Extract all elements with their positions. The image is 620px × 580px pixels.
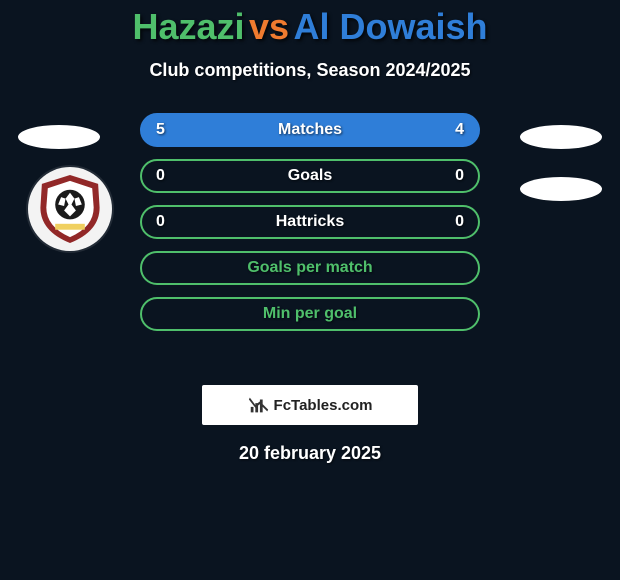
stat-bar: 0 Hattricks 0 [140,205,480,239]
vs-word: vs [249,6,289,47]
stat-right-value: 4 [455,121,464,139]
club-logo [28,167,112,251]
comparison-card: Hazazi vs Al Dowaish Club competitions, … [0,0,620,464]
player1-name: Hazazi [132,6,244,47]
player2-flag-ellipse-2 [520,177,602,201]
stats-stage: 5 Matches 4 0 Goals 0 0 Hattricks 0 Goals per mat… [0,111,620,371]
stat-label: Matches [278,121,342,139]
stat-bar: 5 Matches 4 [140,113,480,147]
stat-bar: Goals per match [140,251,480,285]
site-banner[interactable]: FcTables.com [202,385,418,425]
stat-label: Goals [288,167,332,185]
stat-label: Min per goal [263,305,357,323]
date: 20 february 2025 [0,443,620,464]
chart-icon [248,394,270,416]
stat-left-value: 0 [156,213,165,231]
stat-right-value: 0 [455,213,464,231]
banner-text: FcTables.com [274,397,373,414]
stat-bar: Min per goal [140,297,480,331]
stat-bar: 0 Goals 0 [140,159,480,193]
stat-left-value: 5 [156,121,165,139]
title: Hazazi vs Al Dowaish [0,0,620,48]
stat-left-value: 0 [156,167,165,185]
club-logo-svg [33,172,107,246]
stat-label: Hattricks [276,213,344,231]
stat-right-value: 0 [455,167,464,185]
player2-name: Al Dowaish [293,6,487,47]
subtitle: Club competitions, Season 2024/2025 [0,60,620,81]
player2-flag-ellipse-1 [520,125,602,149]
stat-label: Goals per match [247,259,372,277]
player1-flag-ellipse [18,125,100,149]
